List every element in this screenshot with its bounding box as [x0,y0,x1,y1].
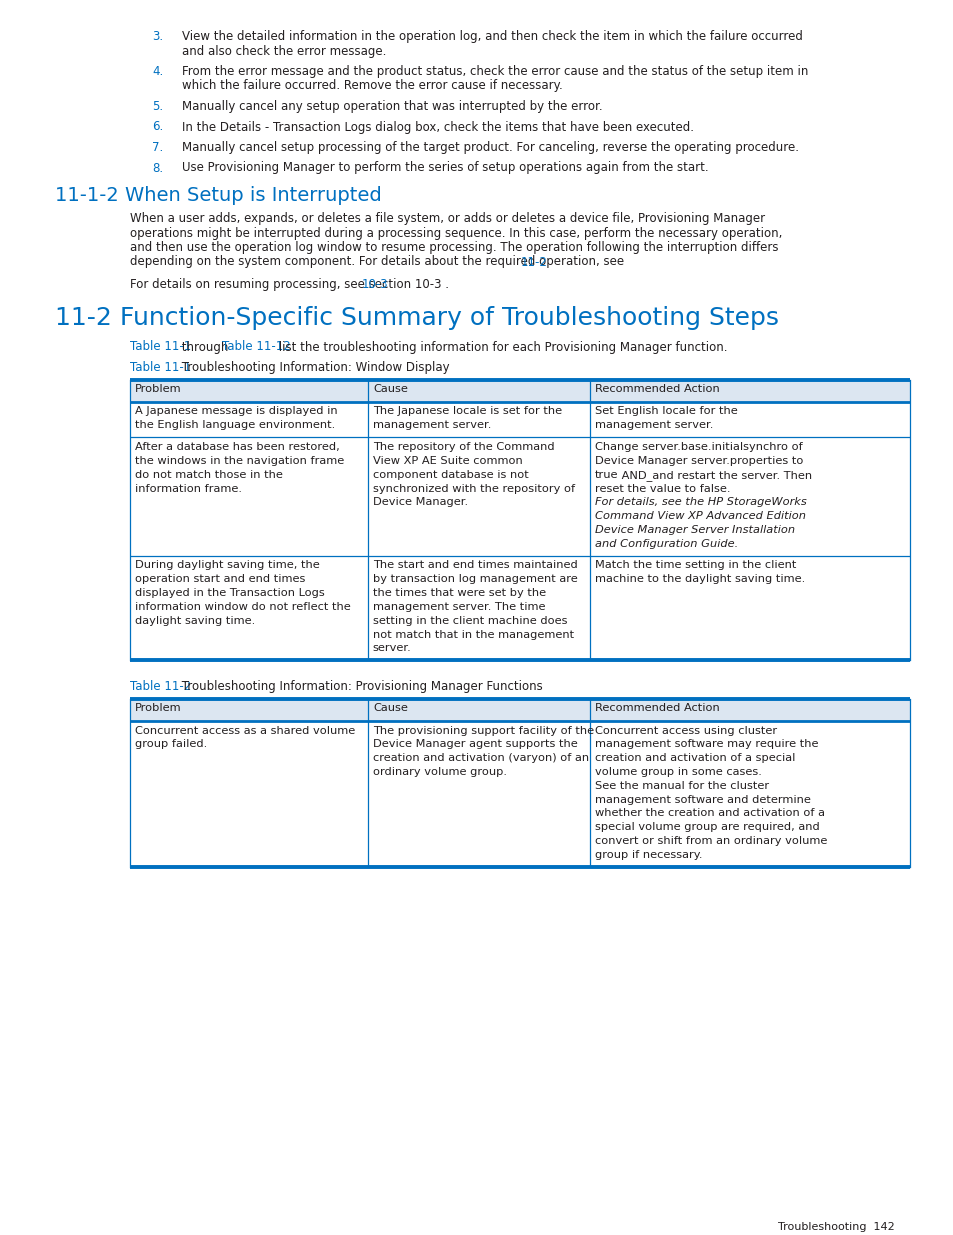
Text: and then use the operation log window to resume processing. The operation follow: and then use the operation log window to… [130,241,778,254]
Text: group failed.: group failed. [135,740,207,750]
Text: management server.: management server. [595,420,713,430]
Text: Device Manager agent supports the: Device Manager agent supports the [373,740,578,750]
Text: Recommended Action: Recommended Action [595,703,720,713]
Text: operations might be interrupted during a processing sequence. In this case, perf: operations might be interrupted during a… [130,226,781,240]
Text: Manually cancel setup processing of the target product. For canceling, reverse t: Manually cancel setup processing of the … [182,141,799,154]
Text: 10-3: 10-3 [361,278,388,291]
Text: Manually cancel any setup operation that was interrupted by the error.: Manually cancel any setup operation that… [182,100,602,112]
Text: For details, see the HP StorageWorks: For details, see the HP StorageWorks [595,498,806,508]
Text: displayed in the Transaction Logs: displayed in the Transaction Logs [135,588,324,598]
Text: Change server.base.initialsynchro of: Change server.base.initialsynchro of [595,442,802,452]
Text: Troubleshooting Information: Provisioning Manager Functions: Troubleshooting Information: Provisionin… [178,680,542,693]
Text: Cause: Cause [373,384,407,394]
Bar [130,401,909,437]
Text: through: through [178,341,233,353]
Text: See the manual for the cluster: See the manual for the cluster [595,781,768,790]
Text: the English language environment.: the English language environment. [135,420,335,430]
Text: In the Details - Transaction Logs dialog box, check the items that have been exe: In the Details - Transaction Logs dialog… [182,121,693,133]
Text: whether the creation and activation of a: whether the creation and activation of a [595,809,824,819]
Text: 11-2: 11-2 [520,256,547,268]
Bar [130,720,909,867]
Text: Command View XP Advanced Edition: Command View XP Advanced Edition [595,511,805,521]
Text: and Configuration Guide.: and Configuration Guide. [595,538,738,548]
Text: list the troubleshooting information for each Provisioning Manager function.: list the troubleshooting information for… [274,341,726,353]
Text: Concurrent access using cluster: Concurrent access using cluster [595,726,777,736]
Text: 11-1-2 When Setup is Interrupted: 11-1-2 When Setup is Interrupted [55,186,381,205]
Text: true: true [595,469,618,479]
Text: 3.: 3. [152,30,163,43]
Text: management server. The time: management server. The time [373,601,545,611]
Text: Device Manager Server Installation: Device Manager Server Installation [595,525,795,535]
Text: creation and activation (varyon) of an: creation and activation (varyon) of an [373,753,588,763]
Text: Recommended Action: Recommended Action [595,384,720,394]
Bar [130,556,909,659]
Text: management software and determine: management software and determine [595,794,810,804]
Text: volume group in some cases.: volume group in some cases. [595,767,761,777]
Text: Cause: Cause [373,703,407,713]
Text: operation start and end times: operation start and end times [135,574,305,584]
Bar [130,379,909,401]
Text: Troubleshooting  142: Troubleshooting 142 [778,1221,894,1233]
Text: server.: server. [373,643,411,653]
Text: information window do not reflect the: information window do not reflect the [135,601,351,611]
Text: management software may require the: management software may require the [595,740,818,750]
Text: A Japanese message is displayed in: A Japanese message is displayed in [135,406,337,416]
Text: daylight saving time.: daylight saving time. [135,616,255,626]
Text: 6.: 6. [152,121,163,133]
Text: After a database has been restored,: After a database has been restored, [135,442,339,452]
Text: the windows in the navigation frame: the windows in the navigation frame [135,456,344,466]
Text: 11-2 Function-Specific Summary of Troubleshooting Steps: 11-2 Function-Specific Summary of Troubl… [55,306,779,331]
Text: convert or shift from an ordinary volume: convert or shift from an ordinary volume [595,836,826,846]
Text: Table 11-2: Table 11-2 [130,680,191,693]
Text: Match the time setting in the client: Match the time setting in the client [595,561,796,571]
Text: Use Provisioning Manager to perform the series of setup operations again from th: Use Provisioning Manager to perform the … [182,162,708,174]
Text: The provisioning support facility of the: The provisioning support facility of the [373,726,594,736]
Text: Table 11-1: Table 11-1 [130,341,191,353]
Text: creation and activation of a special: creation and activation of a special [595,753,795,763]
Text: by transaction log management are: by transaction log management are [373,574,578,584]
Text: View the detailed information in the operation log, and then check the item in w: View the detailed information in the ope… [182,30,802,43]
Text: 5.: 5. [152,100,163,112]
Text: synchronized with the repository of: synchronized with the repository of [373,483,575,494]
Text: which the failure occurred. Remove the error cause if necessary.: which the failure occurred. Remove the e… [182,79,562,93]
Text: The start and end times maintained: The start and end times maintained [373,561,578,571]
Text: Concurrent access as a shared volume: Concurrent access as a shared volume [135,726,355,736]
Text: Problem: Problem [135,703,181,713]
Text: component database is not: component database is not [373,469,528,479]
Text: Device Manager server.properties to: Device Manager server.properties to [595,456,802,466]
Text: information frame.: information frame. [135,483,242,494]
Text: and also check the error message.: and also check the error message. [182,44,386,58]
Text: 8.: 8. [152,162,163,174]
Text: Troubleshooting Information: Window Display: Troubleshooting Information: Window Disp… [178,361,450,374]
Text: The repository of the Command: The repository of the Command [373,442,554,452]
Text: Problem: Problem [135,384,181,394]
Text: Set English locale for the: Set English locale for the [595,406,738,416]
Text: AND_and restart the server. Then: AND_and restart the server. Then [617,469,811,480]
Text: the times that were set by the: the times that were set by the [373,588,545,598]
Text: group if necessary.: group if necessary. [595,850,702,860]
Bar [130,699,909,720]
Text: Table 11-12: Table 11-12 [221,341,290,353]
Text: 7.: 7. [152,141,163,154]
Text: depending on the system component. For details about the required operation, see: depending on the system component. For d… [130,256,627,268]
Text: 4.: 4. [152,65,163,78]
Text: From the error message and the product status, check the error cause and the sta: From the error message and the product s… [182,65,807,78]
Text: Table 11-1: Table 11-1 [130,361,191,374]
Text: During daylight saving time, the: During daylight saving time, the [135,561,319,571]
Text: When a user adds, expands, or deletes a file system, or adds or deletes a device: When a user adds, expands, or deletes a … [130,212,764,225]
Text: not match that in the management: not match that in the management [373,630,574,640]
Text: setting in the client machine does: setting in the client machine does [373,616,567,626]
Text: The Japanese locale is set for the: The Japanese locale is set for the [373,406,561,416]
Text: Device Manager.: Device Manager. [373,498,468,508]
Text: reset the value to false.: reset the value to false. [595,483,730,494]
Text: ordinary volume group.: ordinary volume group. [373,767,506,777]
Text: special volume group are required, and: special volume group are required, and [595,823,819,832]
Bar [130,437,909,556]
Text: machine to the daylight saving time.: machine to the daylight saving time. [595,574,804,584]
Text: View XP AE Suite common: View XP AE Suite common [373,456,522,466]
Text: do not match those in the: do not match those in the [135,469,283,479]
Text: management server.: management server. [373,420,491,430]
Text: For details on resuming processing, see section 10-3 .: For details on resuming processing, see … [130,278,449,291]
